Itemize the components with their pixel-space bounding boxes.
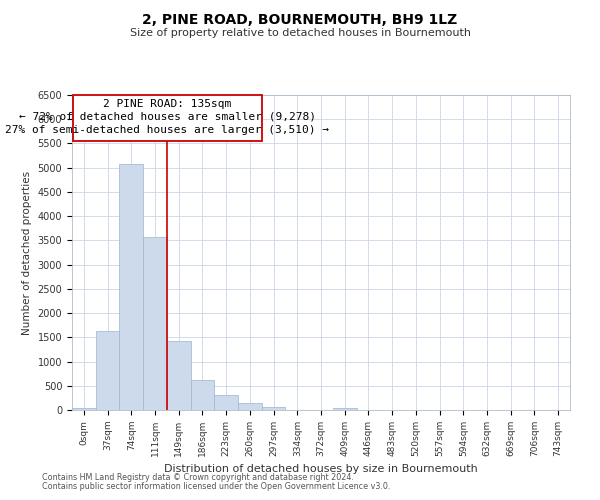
Bar <box>238 402 262 410</box>
Bar <box>72 408 96 410</box>
Text: ← 72% of detached houses are smaller (9,278): ← 72% of detached houses are smaller (9,… <box>19 112 316 122</box>
FancyBboxPatch shape <box>73 95 262 141</box>
Y-axis label: Number of detached properties: Number of detached properties <box>22 170 32 334</box>
Text: 27% of semi-detached houses are larger (3,510) →: 27% of semi-detached houses are larger (… <box>5 125 329 135</box>
Text: 2 PINE ROAD: 135sqm: 2 PINE ROAD: 135sqm <box>103 98 232 108</box>
Bar <box>191 380 214 410</box>
Bar <box>167 340 191 410</box>
Bar <box>119 164 143 410</box>
Bar <box>262 407 286 410</box>
Bar <box>214 396 238 410</box>
X-axis label: Distribution of detached houses by size in Bournemouth: Distribution of detached houses by size … <box>164 464 478 474</box>
Bar <box>333 408 356 410</box>
Text: Size of property relative to detached houses in Bournemouth: Size of property relative to detached ho… <box>130 28 470 38</box>
Text: Contains HM Land Registry data © Crown copyright and database right 2024.: Contains HM Land Registry data © Crown c… <box>42 474 354 482</box>
Bar <box>96 332 119 410</box>
Text: Contains public sector information licensed under the Open Government Licence v3: Contains public sector information licen… <box>42 482 391 491</box>
Text: 2, PINE ROAD, BOURNEMOUTH, BH9 1LZ: 2, PINE ROAD, BOURNEMOUTH, BH9 1LZ <box>142 12 458 26</box>
Bar <box>143 236 167 410</box>
